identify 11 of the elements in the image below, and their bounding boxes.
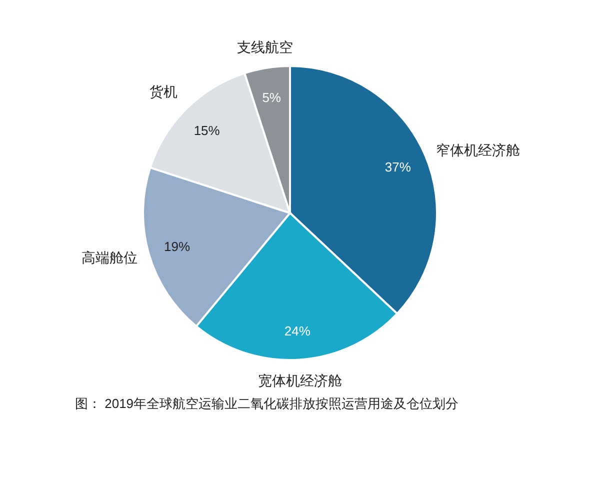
text: 图： 2019年全球航空运输业二氧化碳排放按照运营用途及仓位划分 (75, 396, 459, 411)
slice-label: 窄体机经济舱 (436, 142, 520, 158)
slice-label: 支线航空 (237, 38, 294, 55)
data-label: 5% (262, 90, 282, 105)
slice-label: 宽体机经济舱 (258, 372, 342, 389)
slice-label: 高端舱位 (81, 249, 138, 266)
data-label: 24% (284, 323, 311, 338)
data-label: 19% (164, 238, 191, 254)
data-label: 15% (194, 122, 220, 138)
data-label: 37% (384, 159, 412, 174)
slice-label: 货机 (150, 84, 178, 100)
